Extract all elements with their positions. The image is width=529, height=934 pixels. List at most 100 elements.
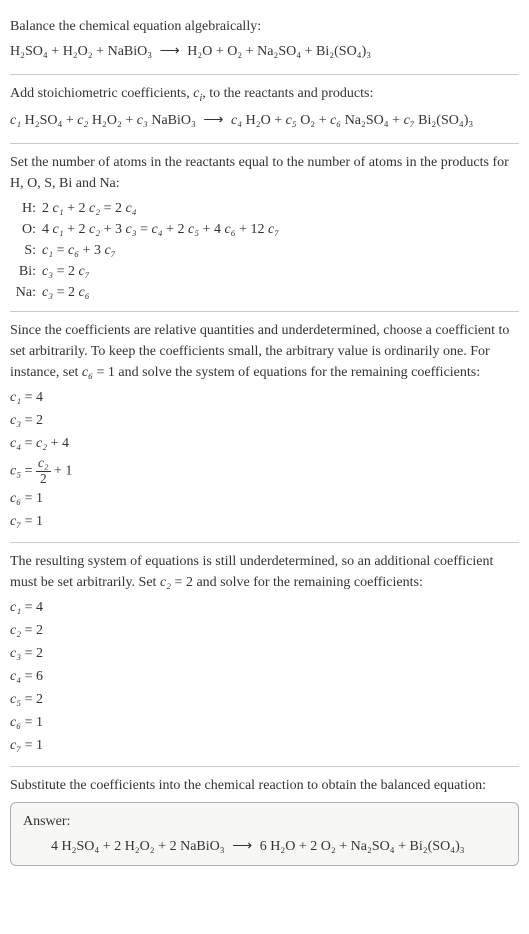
prompt-substitute: Substitute the coefficients into the che… <box>10 775 519 796</box>
plus: + <box>96 44 107 59</box>
prompt-var: c₆ <box>82 365 93 380</box>
coeff: c₂ <box>77 113 88 128</box>
reaction-arrow: ⟶ <box>156 44 184 59</box>
equation-unbalanced: H₂SO₄ + H₂O₂ + NaBiO₃ ⟶ H₂O + O₂ + Na₂SO… <box>10 41 519 62</box>
prompt-first-arbitrary: Since the coefficients are relative quan… <box>10 320 519 383</box>
element-equation: 4 c₁ + 2 c₂ + 3 c₃ = c₄ + 2 c₅ + 4 c₆ + … <box>42 219 519 240</box>
reactant: NaBiO₃ <box>108 44 153 59</box>
plus: + <box>246 44 257 59</box>
product: H₂O <box>187 44 212 59</box>
atom-row-s: S: c₁ = c₆ + 3 c₇ <box>10 240 519 261</box>
section-stoichiometric: Add stoichiometric coefficients, ci, to … <box>10 74 519 143</box>
coeff-item: c₆ = 1 <box>10 488 519 509</box>
atom-balance-table: H: 2 c₁ + 2 c₂ = 2 c₄ O: 4 c₁ + 2 c₂ + 3… <box>10 198 519 303</box>
plus: + <box>392 113 403 128</box>
prompt-second-arbitrary: The resulting system of equations is sti… <box>10 551 519 593</box>
equation-with-coeffs: c₁ H₂SO₄ + c₂ H₂O₂ + c₃ NaBiO₃ ⟶ c₄ H₂O … <box>10 110 519 131</box>
coeff: c₃ <box>137 113 148 128</box>
coeff-num: 4 <box>51 839 58 854</box>
plus: + <box>299 839 310 854</box>
plus: + <box>51 44 62 59</box>
product: Na₂SO₄ <box>257 44 301 59</box>
reactant: H₂O₂ <box>63 44 93 59</box>
coeff-item: c₆ = 1 <box>10 712 519 733</box>
coeff: c₄ <box>231 113 242 128</box>
atom-row-o: O: 4 c₁ + 2 c₂ + 3 c₃ = c₄ + 2 c₅ + 4 c₆… <box>10 219 519 240</box>
section-second-arbitrary: The resulting system of equations is sti… <box>10 542 519 766</box>
coeff-item: c₅ = c₂2 + 1 <box>10 456 519 486</box>
answer-label: Answer: <box>23 811 506 832</box>
species: O₂ <box>321 839 336 854</box>
atom-row-na: Na: c₃ = 2 c₆ <box>10 282 519 303</box>
fraction: c₂2 <box>36 456 51 486</box>
prompt-atom-balance: Set the number of atoms in the reactants… <box>10 152 519 194</box>
coeff-item: c₇ = 1 <box>10 735 519 756</box>
coeff-num: 6 <box>260 839 267 854</box>
coeff-item: c₁ = 4 <box>10 597 519 618</box>
element-equation: c₃ = 2 c₇ <box>42 261 519 282</box>
plus: + <box>103 839 114 854</box>
species: H₂O <box>246 113 271 128</box>
plus: + <box>398 839 409 854</box>
prompt-text: = 2 and solve for the remaining coeffici… <box>171 575 423 590</box>
reaction-arrow: ⟶ <box>228 839 256 854</box>
coeff: c₆ <box>330 113 341 128</box>
element-label: H: <box>10 198 42 219</box>
prompt-stoichiometric: Add stoichiometric coefficients, ci, to … <box>10 83 519 106</box>
prompt-var: c₂ <box>160 575 171 590</box>
species: Na₂SO₄ <box>351 839 395 854</box>
species: Na₂SO₄ <box>345 113 389 128</box>
prompt-balance: Balance the chemical equation algebraica… <box>10 16 519 37</box>
plus: + <box>339 839 350 854</box>
product: Bi₂(SO₄)₃ <box>316 44 371 59</box>
species: H₂O₂ <box>92 113 122 128</box>
plus: + <box>125 113 136 128</box>
species: H₂SO₄ <box>25 113 63 128</box>
plus: + <box>66 113 77 128</box>
species: H₂O <box>270 839 295 854</box>
coeff-item: c₅ = 2 <box>10 689 519 710</box>
coeff-list: c₁ = 4 c₃ = 2 c₄ = c₂ + 4 c₅ = c₂2 + 1 c… <box>10 387 519 532</box>
species: O₂ <box>300 113 315 128</box>
plus: + <box>274 113 285 128</box>
section-first-arbitrary: Since the coefficients are relative quan… <box>10 311 519 542</box>
coeff-num: 2 <box>170 839 177 854</box>
species: H₂O₂ <box>125 839 155 854</box>
element-label: Na: <box>10 282 42 303</box>
prompt-text: Add stoichiometric coefficients, <box>10 86 193 101</box>
element-label: Bi: <box>10 261 42 282</box>
coeff-item: c₃ = 2 <box>10 410 519 431</box>
product: O₂ <box>227 44 242 59</box>
prompt-text: , to the reactants and products: <box>202 86 373 101</box>
reactant: H₂SO₄ <box>10 44 48 59</box>
answer-box: Answer: 4 H₂SO₄ + 2 H₂O₂ + 2 NaBiO₃ ⟶ 6 … <box>10 802 519 866</box>
coeff-item: c₁ = 4 <box>10 387 519 408</box>
plus: + <box>305 44 316 59</box>
section-atom-balance: Set the number of atoms in the reactants… <box>10 143 519 311</box>
species: H₂SO₄ <box>62 839 100 854</box>
reaction-arrow: ⟶ <box>199 113 227 128</box>
element-equation: 2 c₁ + 2 c₂ = 2 c₄ <box>42 198 519 219</box>
balanced-equation: 4 H₂SO₄ + 2 H₂O₂ + 2 NaBiO₃ ⟶ 6 H₂O + 2 … <box>23 836 506 857</box>
element-label: O: <box>10 219 42 240</box>
coeff-item: c₃ = 2 <box>10 643 519 664</box>
section-unbalanced: Balance the chemical equation algebraica… <box>10 8 519 74</box>
coeff-item: c₇ = 1 <box>10 511 519 532</box>
species: Bi₂(SO₄)₃ <box>410 839 465 854</box>
plus: + <box>319 113 330 128</box>
atom-row-h: H: 2 c₁ + 2 c₂ = 2 c₄ <box>10 198 519 219</box>
coeff: c₅ <box>286 113 297 128</box>
species: Bi₂(SO₄)₃ <box>418 113 473 128</box>
coeff-list: c₁ = 4 c₂ = 2 c₃ = 2 c₄ = 6 c₅ = 2 c₆ = … <box>10 597 519 756</box>
coeff: c₇ <box>404 113 415 128</box>
atom-row-bi: Bi: c₃ = 2 c₇ <box>10 261 519 282</box>
plus: + <box>216 44 227 59</box>
coeff-item: c₂ = 2 <box>10 620 519 641</box>
species: NaBiO₃ <box>180 839 225 854</box>
element-label: S: <box>10 240 42 261</box>
coeff-item: c₄ = c₂ + 4 <box>10 433 519 454</box>
prompt-text: = 1 and solve the system of equations fo… <box>93 365 480 380</box>
coeff-item: c₄ = 6 <box>10 666 519 687</box>
element-equation: c₁ = c₆ + 3 c₇ <box>42 240 519 261</box>
section-answer: Substitute the coefficients into the che… <box>10 766 519 874</box>
